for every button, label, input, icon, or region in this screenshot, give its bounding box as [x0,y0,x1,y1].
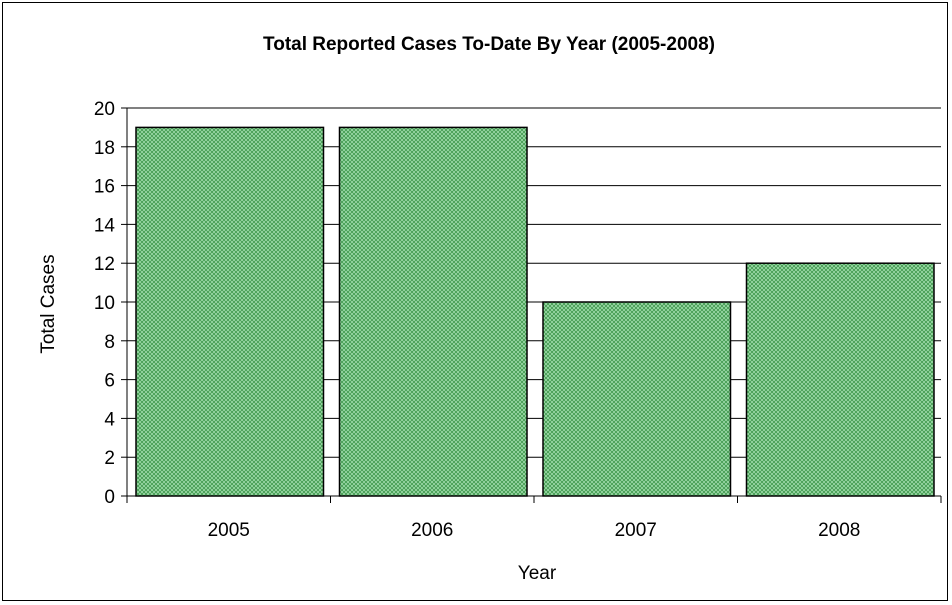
y-tick-label: 10 [94,293,115,314]
y-tick-label: 18 [94,138,115,159]
bar-2006 [338,126,528,497]
y-tick-label: 2 [104,448,115,469]
y-tick-label: 14 [94,215,116,236]
y-tick-labels: 0 2 4 6 8 10 12 14 16 18 20 [94,99,116,508]
y-tick-label: 0 [104,487,115,508]
x-tick-label: 2005 [208,520,250,541]
x-tick-label: 2008 [818,520,860,541]
axes [121,107,942,503]
bar-2005 [135,126,325,497]
y-tick-label: 4 [104,409,115,430]
y-tick-label: 8 [104,332,115,353]
bars [135,126,935,497]
chart-title: Total Reported Cases To-Date By Year (20… [263,34,715,55]
x-axis-title: Year [518,563,557,584]
y-tick-label: 16 [94,177,115,198]
bar-2007 [542,301,732,497]
y-tick-label: 6 [104,371,115,392]
x-tick-label: 2006 [411,520,453,541]
x-tick-label: 2007 [615,520,657,541]
x-tick-labels: 2005 2006 2007 2008 [208,520,861,541]
y-tick-label: 20 [94,99,115,120]
y-axis-title: Total Cases [38,254,59,353]
y-tick-label: 12 [94,254,115,275]
bar-chart: Total Reported Cases To-Date By Year (20… [38,34,942,584]
bar-2008 [745,262,935,497]
